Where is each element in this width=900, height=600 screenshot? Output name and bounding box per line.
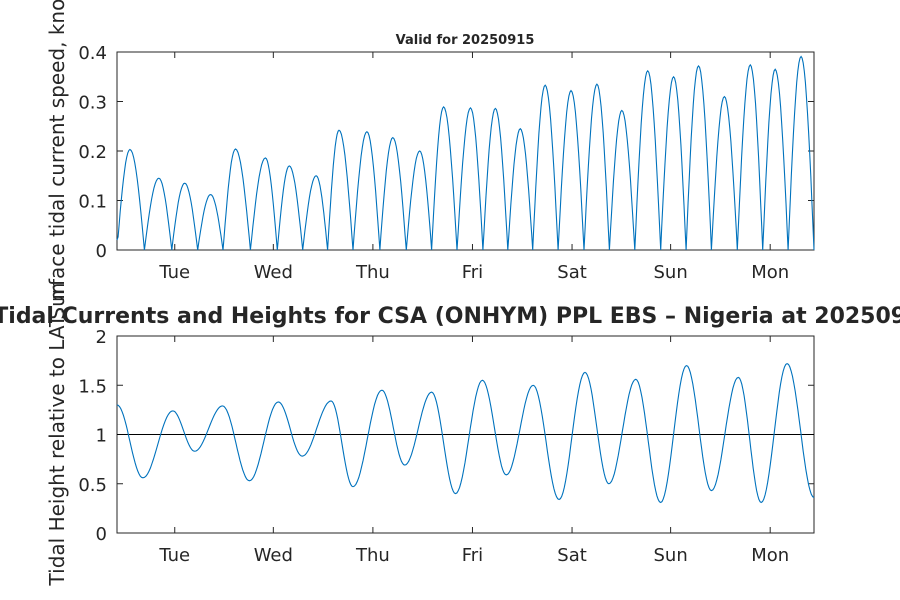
height-y-tick-label: 0	[96, 524, 107, 545]
speed-y-tick-label: 0	[96, 241, 107, 262]
height-x-tick-label: Fri	[462, 545, 483, 566]
speed-x-tick-label: Sun	[653, 262, 687, 283]
height-series-line	[116, 362, 815, 504]
height-x-tick-label: Sat	[557, 545, 587, 566]
height-x-tick-label: Wed	[254, 545, 293, 566]
speed-y-tick-label: 0.4	[78, 43, 107, 64]
speed-y-tick-label: 0.2	[78, 142, 107, 163]
speed-x-tick-label: Sat	[557, 262, 587, 283]
speed-x-tick-label: Mon	[751, 262, 789, 283]
figure-main-title: Tidal Currents and Heights for CSA (ONHY…	[0, 304, 900, 329]
height-x-tick-label: Thu	[355, 545, 390, 566]
height-x-tick-label: Mon	[751, 545, 789, 566]
height-y-tick-label: 1.5	[78, 376, 107, 397]
top-chart-title: Valid for 20250915	[396, 33, 535, 48]
speed-series-line	[116, 55, 815, 251]
speed-axes-box	[116, 51, 815, 251]
height-x-tick-label: Tue	[158, 545, 190, 566]
speed-x-tick-label: Thu	[355, 262, 390, 283]
height-y-tick-label: 2	[96, 327, 107, 348]
tidal-height-chart: 0 0.5 1 1.5 2 Tue Wed Thu Fri Sat Sun Mon	[78, 327, 815, 566]
height-y-tick-label: 1	[96, 426, 107, 447]
bottom-y-axis-label: Tidal Height relative to LAT, m	[45, 283, 69, 587]
top-y-axis-label: Surface tidal current speed, knots	[45, 0, 69, 320]
speed-y-tick-label: 0.3	[78, 93, 107, 114]
current-speed-chart: 0 0.1 0.2 0.3 0.4 Tue Wed Thu Fri Sat Sun Mon	[78, 43, 815, 283]
speed-y-tick-label: 0.1	[78, 192, 107, 213]
height-x-tick-label: Sun	[653, 545, 687, 566]
speed-x-tick-label: Wed	[254, 262, 293, 283]
height-y-tick-label: 0.5	[78, 475, 107, 496]
speed-x-tick-label: Tue	[158, 262, 190, 283]
speed-x-tick-label: Fri	[462, 262, 483, 283]
